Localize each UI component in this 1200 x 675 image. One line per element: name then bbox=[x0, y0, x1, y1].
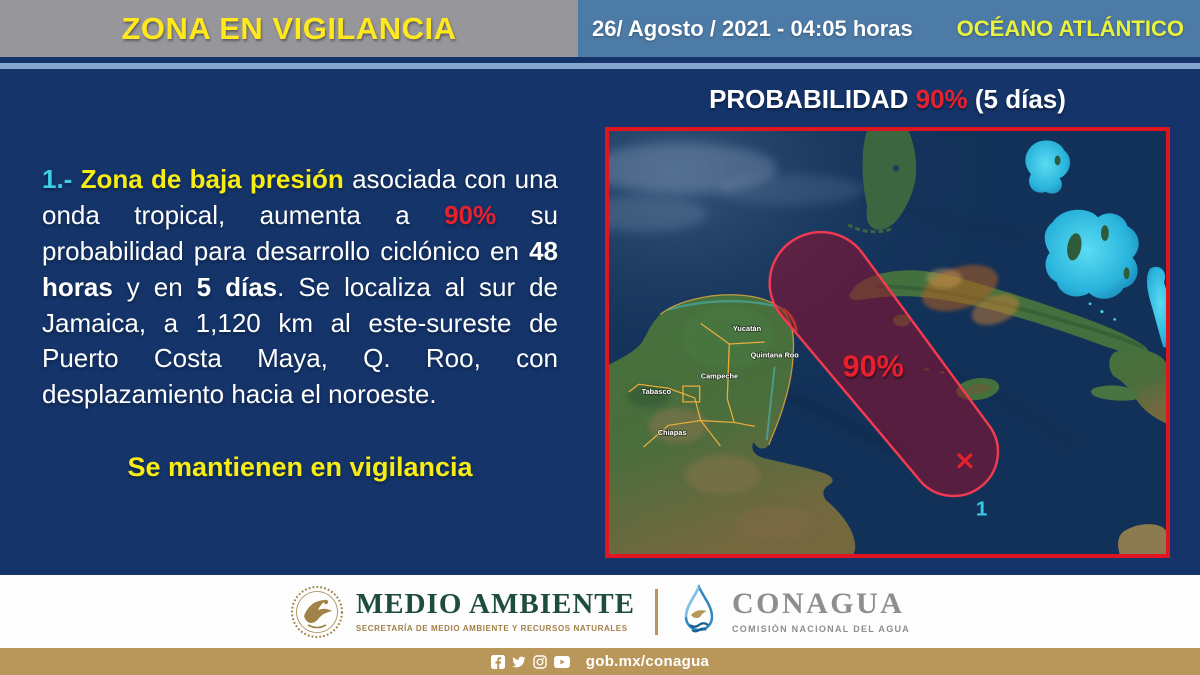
item-number: 1.- bbox=[42, 164, 81, 194]
region-label: OCÉANO ATLÁNTICO bbox=[956, 15, 1184, 41]
map-title-prefix: PROBABILIDAD bbox=[709, 84, 916, 114]
header-band-gray: ZONA EN VIGILANCIA bbox=[0, 0, 578, 57]
twitter-icon[interactable] bbox=[512, 655, 526, 669]
datetime-label: 26/ Agosto / 2021 - 04:05 horas bbox=[592, 15, 913, 41]
logo-divider bbox=[654, 588, 658, 635]
hispaniola-landmass bbox=[1091, 348, 1166, 424]
state-borders bbox=[628, 294, 795, 448]
caribbean-satellite-map: Yucatán Quintana Roo Campeche Tabasco Ch… bbox=[609, 131, 1166, 554]
probability-area bbox=[768, 230, 1000, 498]
map-frame: Yucatán Quintana Roo Campeche Tabasco Ch… bbox=[605, 127, 1170, 558]
paragraph-text: y en bbox=[112, 271, 197, 302]
social-bar: gob.mx/conagua bbox=[0, 648, 1200, 675]
header-band-blue: 26/ Agosto / 2021 - 04:05 horas OCÉANO A… bbox=[578, 0, 1200, 57]
system-name-highlight: Zona de baja presión bbox=[80, 164, 344, 194]
timeframe-5d: 5 días bbox=[196, 271, 278, 302]
disturbance-clouds bbox=[921, 264, 1020, 326]
conagua-title: CONAGUA bbox=[731, 587, 905, 620]
conagua-subtitle: COMISIÓN NACIONAL DEL AGUA bbox=[731, 624, 911, 634]
page-title: ZONA EN VIGILANCIA bbox=[121, 10, 457, 46]
disturbance-position-marker bbox=[957, 453, 973, 469]
label-quintana-roo: Quintana Roo bbox=[750, 351, 799, 360]
paragraph-text: su probabilidad para desarrollo ciclónic… bbox=[42, 199, 558, 266]
probability-area-label: 90% bbox=[843, 349, 904, 383]
central-america-landmass bbox=[609, 294, 856, 554]
instagram-icon[interactable] bbox=[533, 654, 547, 669]
probability-value: 90% bbox=[444, 199, 497, 230]
facebook-icon[interactable] bbox=[490, 654, 505, 669]
semarnat-subtitle: SECRETARÍA DE MEDIO AMBIENTE Y RECURSOS … bbox=[355, 624, 628, 633]
watch-status-note: Se mantienen en vigilancia bbox=[127, 452, 473, 482]
system-number-label: 1 bbox=[976, 498, 988, 521]
header-separator bbox=[0, 63, 1200, 69]
conagua-drop-icon bbox=[684, 583, 714, 632]
map-title-probability: 90% bbox=[915, 84, 968, 114]
label-yucatan: Yucatán bbox=[733, 324, 762, 333]
gobmx-url[interactable]: gob.mx/conagua bbox=[585, 653, 710, 670]
south-america-coast bbox=[1118, 524, 1166, 554]
institutional-footer: MEDIO AMBIENTE SECRETARÍA DE MEDIO AMBIE… bbox=[0, 575, 1200, 648]
bahamas-banks bbox=[1025, 140, 1166, 348]
label-tabasco: Tabasco bbox=[642, 387, 672, 396]
semarnat-title: MEDIO AMBIENTE bbox=[355, 588, 635, 620]
advisory-paragraph: 1.- Zona de baja presión asociada con un… bbox=[42, 162, 558, 413]
map-place-labels: Yucatán Quintana Roo Campeche Tabasco Ch… bbox=[641, 323, 800, 438]
semarnat-logo-block: MEDIO AMBIENTE SECRETARÍA DE MEDIO AMBIE… bbox=[290, 585, 635, 639]
paragraph-text: asociada con una onda tropical, aumenta … bbox=[42, 164, 558, 230]
label-campeche: Campeche bbox=[701, 371, 738, 380]
map-title: PROBABILIDAD 90% (5 días) bbox=[605, 84, 1170, 115]
florida-landmass bbox=[844, 131, 917, 234]
paragraph-text: . Se localiza al sur de Jamaica, a 1,120… bbox=[42, 271, 558, 410]
mexico-seal-icon bbox=[290, 585, 343, 638]
label-chiapas: Chiapas bbox=[658, 428, 687, 437]
youtube-icon[interactable] bbox=[553, 655, 570, 669]
map-title-suffix: (5 días) bbox=[967, 84, 1066, 114]
timeframe-48h: 48 horas bbox=[42, 235, 558, 302]
conagua-logo-block: CONAGUA COMISIÓN NACIONAL DEL AGUA bbox=[678, 583, 911, 640]
